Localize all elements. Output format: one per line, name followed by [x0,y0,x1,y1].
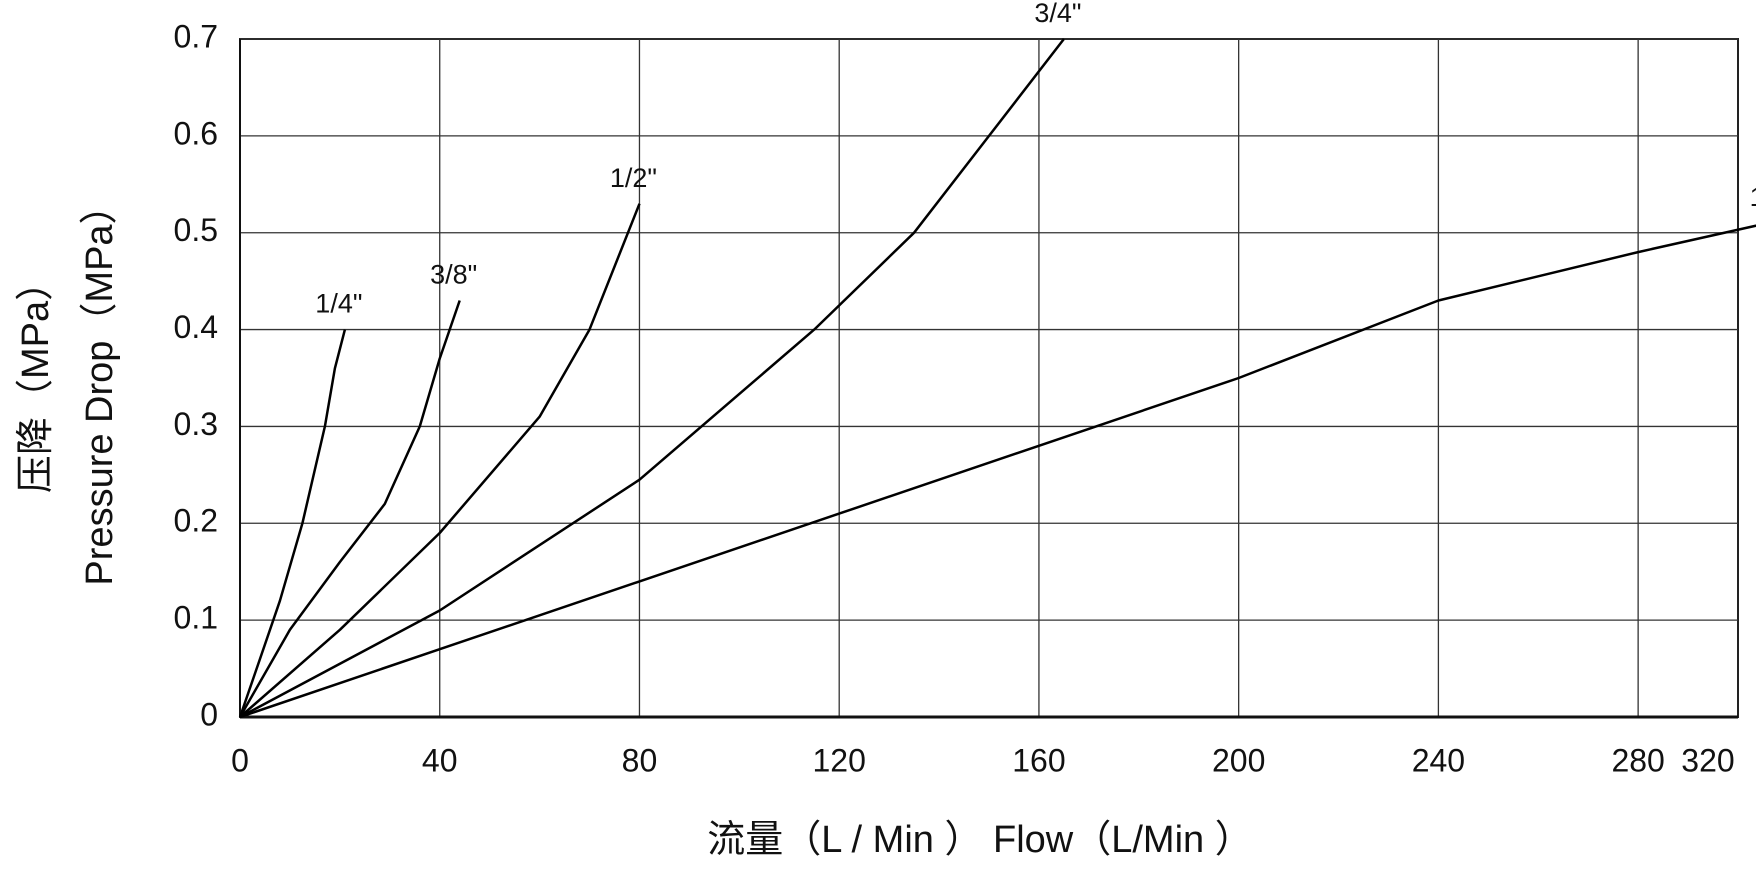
plot-frame [239,38,1739,718]
y-tick-label: 0.3 [174,406,218,442]
series-line [238,329,347,718]
x-tick-label: 200 [1212,742,1265,778]
y-tick-label: 0.7 [174,18,218,54]
series-line [239,203,641,718]
x-tick-label: 160 [1012,742,1065,778]
series-label: 3/8" [430,260,477,290]
series-line [238,300,461,718]
x-tick-label: 0 [231,742,249,778]
x-tick-label: 240 [1412,742,1465,778]
y-axis-title: 压降（MPa） [15,263,57,493]
x-axis-title: 流量（L / Min ） Flow（L/Min ） [707,819,1252,861]
y-tick-label: 0 [200,696,218,732]
y-tick-label: 0.5 [174,212,218,248]
y-tick-label: 0.2 [174,503,218,539]
series-label: 3/4" [1034,0,1081,28]
x-tick-label: 40 [422,742,458,778]
x-tick-label: 120 [813,742,866,778]
series-label: 1/2" [610,163,657,193]
y-axis-title: Pressure Drop（MPa） [79,186,121,585]
y-tick-label: 0.1 [174,600,218,636]
y-tick-label: 0.4 [174,309,218,345]
x-tick-label: 80 [622,742,658,778]
series-label: 1/4" [315,289,362,319]
series-line [239,224,1756,719]
x-tick-label: 320 [1681,742,1734,778]
x-tick-label: 280 [1611,742,1664,778]
y-tick-label: 0.6 [174,115,218,151]
series-line [239,38,1065,719]
series-label: 1" [1750,182,1756,212]
